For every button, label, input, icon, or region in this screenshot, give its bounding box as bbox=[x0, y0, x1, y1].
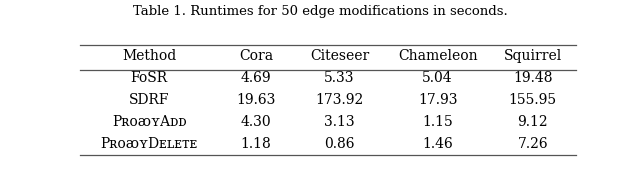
Text: Table 1. Runtimes for 50 edge modifications in seconds.: Table 1. Runtimes for 50 edge modificati… bbox=[132, 5, 508, 18]
